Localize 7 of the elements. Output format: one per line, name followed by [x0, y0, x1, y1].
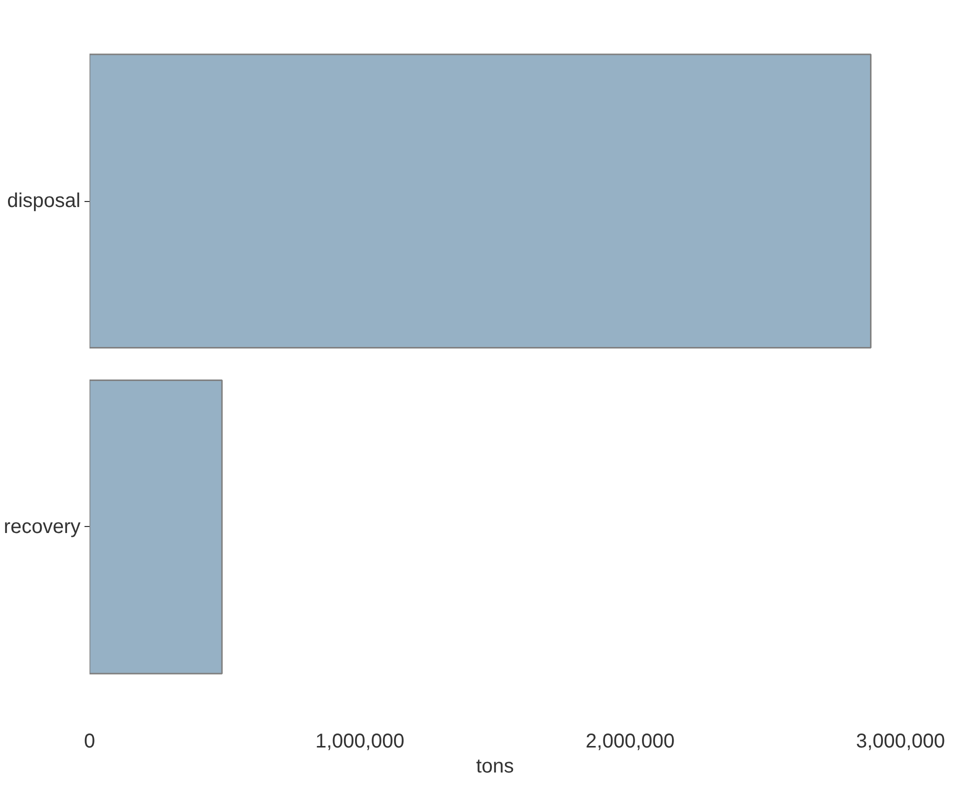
x-axis-title: tons — [476, 756, 514, 778]
y-tick-label: recovery — [4, 516, 81, 538]
x-tick-label: 1,000,000 — [315, 730, 404, 752]
x-tick-label: 0 — [84, 730, 96, 752]
x-tick-label: 3,000,000 — [856, 730, 945, 752]
x-tick-label: 2,000,000 — [586, 730, 675, 752]
y-tick-label: disposal — [7, 190, 81, 212]
